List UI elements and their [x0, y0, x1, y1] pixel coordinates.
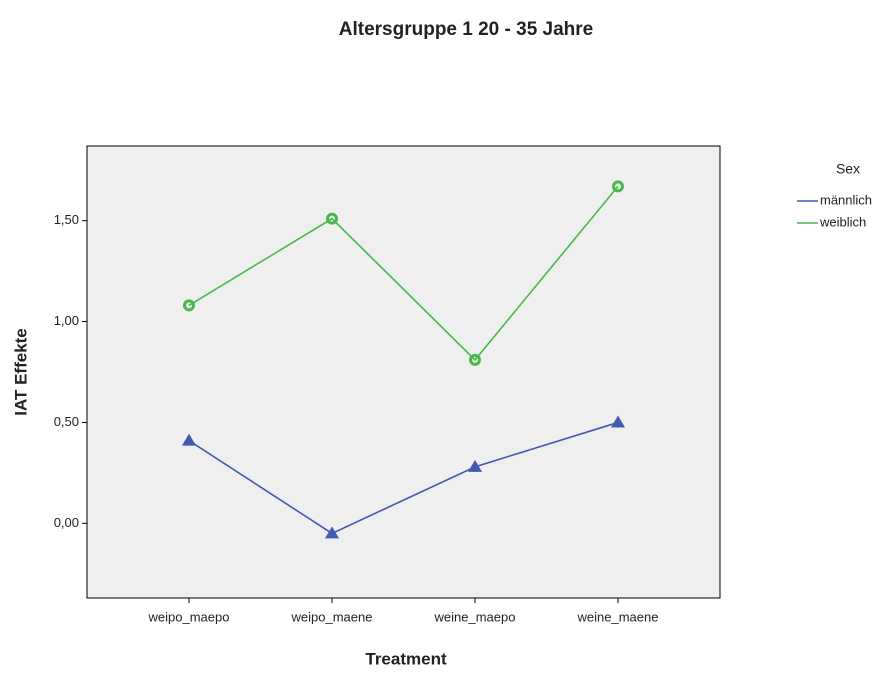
- legend-label: männlich: [820, 192, 872, 207]
- legend-label: weiblich: [819, 214, 866, 229]
- marker: [612, 180, 624, 193]
- marker: [469, 353, 481, 366]
- chart-title: Altersgruppe 1 20 - 35 Jahre: [339, 19, 594, 40]
- x-tick-label: weipo_maene: [291, 609, 373, 624]
- marker: [468, 459, 482, 472]
- y-tick-label: 0,00: [54, 515, 79, 530]
- x-axis-title: Treatment: [365, 649, 447, 668]
- y-tick-label: 1,00: [54, 313, 79, 328]
- x-tick-label: weine_maene: [577, 609, 659, 624]
- y-axis-title: IAT Effekte: [11, 328, 30, 416]
- legend-title: Sex: [836, 161, 860, 177]
- marker: [325, 526, 339, 539]
- x-tick-label: weipo_maepo: [148, 609, 230, 624]
- marker: [326, 212, 338, 225]
- marker: [611, 415, 625, 428]
- plot-area: [86, 145, 721, 599]
- series-line: [188, 185, 619, 362]
- marker: [183, 299, 195, 312]
- y-tick-label: 1,50: [54, 212, 79, 227]
- y-tick-label: 0,50: [54, 414, 79, 429]
- x-tick-label: weine_maepo: [434, 609, 516, 624]
- marker: [182, 433, 196, 446]
- series-line: [188, 421, 619, 535]
